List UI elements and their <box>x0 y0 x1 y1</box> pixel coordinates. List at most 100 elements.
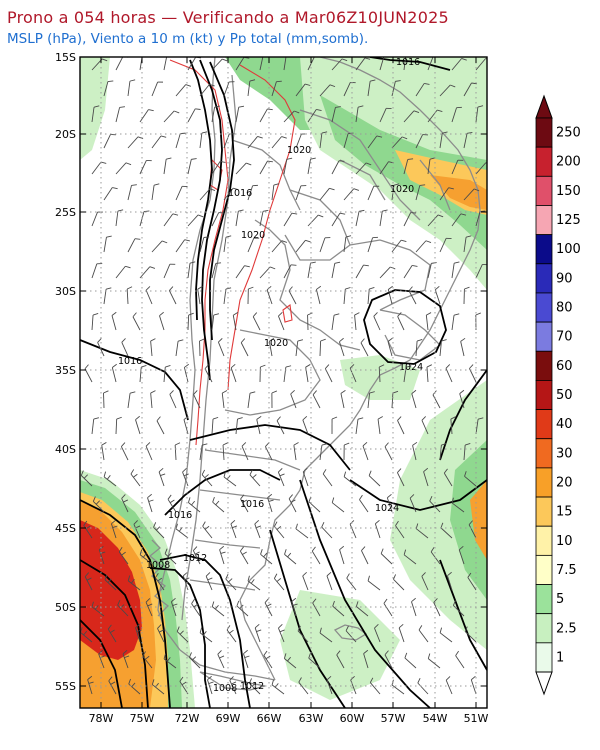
wind-barb <box>346 573 357 591</box>
graticule <box>80 57 487 708</box>
wind-barb <box>415 240 432 253</box>
wind-barb <box>298 677 309 695</box>
wind-barb <box>175 239 190 253</box>
lon-label: 69W <box>216 712 241 725</box>
wind-barb <box>421 416 429 435</box>
wind-barb <box>247 184 258 201</box>
wind-barb <box>122 649 130 669</box>
wind-barb <box>235 265 250 279</box>
wind-barb <box>239 546 249 565</box>
wind-barb <box>451 159 464 175</box>
wind-barb <box>331 106 341 123</box>
isobar-1024-east-ring <box>363 289 447 365</box>
wind-barb <box>135 623 142 643</box>
wind-barb <box>412 441 418 461</box>
wind-barb <box>193 390 201 409</box>
wind-barb <box>339 545 345 565</box>
wind-barb <box>421 572 429 591</box>
wind-barb <box>343 442 350 461</box>
wind-barb <box>235 105 245 123</box>
wind-barb <box>451 106 462 123</box>
wind-barb <box>379 209 388 227</box>
wind-barb <box>103 471 117 487</box>
wind-barb <box>187 214 204 227</box>
wind-barb <box>368 470 381 487</box>
border-brazil-states <box>299 109 451 221</box>
wind-barb <box>111 363 117 383</box>
wind-barb <box>241 442 249 461</box>
colorbar-label: 80 <box>556 301 573 316</box>
precip-area-southeast-ocean <box>390 380 487 650</box>
lon-label: 66W <box>257 712 282 725</box>
isobar-southwest-1 <box>80 499 171 708</box>
wind-barb <box>291 597 298 617</box>
wind-barb <box>163 263 176 279</box>
wind-barb <box>145 598 153 617</box>
wind-barb <box>425 312 432 331</box>
lat-label: 40S <box>55 443 76 456</box>
wind-barb <box>259 108 273 123</box>
wind-barb <box>153 522 165 539</box>
wind-barb <box>283 653 297 669</box>
colorbar-label: 60 <box>556 359 573 374</box>
wind-barb <box>199 338 205 357</box>
wind-barb <box>391 390 399 409</box>
isobar-label: 1016 <box>240 499 264 510</box>
wind-barb <box>249 678 261 695</box>
wind-barbs <box>80 57 487 695</box>
wind-barb <box>199 131 208 149</box>
wind-barb <box>367 185 380 201</box>
wind-barb <box>271 679 285 695</box>
wind-barb <box>259 57 264 71</box>
wind-barb <box>103 134 116 149</box>
isobar-label: 1016 <box>118 356 142 367</box>
wind-barb <box>271 136 287 149</box>
wind-barb <box>331 160 345 175</box>
colorbar-label: 90 <box>556 271 573 286</box>
lat-label: 45S <box>55 522 76 535</box>
wind-barb <box>354 312 360 331</box>
wind-barb <box>451 58 467 71</box>
wind-barb <box>467 572 477 591</box>
wind-barb <box>336 650 345 669</box>
wind-barb <box>91 601 105 617</box>
precip-area-south-atlantic <box>280 590 400 700</box>
wind-barb <box>307 312 313 331</box>
wind-barb <box>451 261 460 279</box>
colorbar-label: 7.5 <box>556 563 577 578</box>
wind-barb <box>360 338 369 357</box>
wind-barb <box>207 675 214 695</box>
wind-barb <box>151 135 167 149</box>
lon-label: 63W <box>299 712 324 725</box>
wind-barb <box>84 364 93 383</box>
wind-barb <box>223 235 232 253</box>
isobar-label: 1020 <box>264 338 288 349</box>
colorbar-label: 10 <box>556 534 573 549</box>
colorbar-label: 40 <box>556 417 573 432</box>
wind-barb <box>80 627 93 643</box>
wind-barb <box>397 416 405 435</box>
wind-barb <box>175 339 184 357</box>
isobar-labels: 1016 1020 1020 1016 1020 1020 1016 1024 … <box>118 57 423 694</box>
wind-barb <box>230 363 237 383</box>
isobar-1012 <box>159 554 251 708</box>
wind-barb <box>418 625 429 643</box>
wind-barb <box>259 209 269 227</box>
wind-barb <box>377 416 383 435</box>
wind-barb <box>374 519 381 539</box>
colorbar-label: 1 <box>556 650 564 665</box>
wind-barb <box>139 266 156 279</box>
wind-barb <box>355 417 364 435</box>
wind-barb <box>312 390 321 409</box>
colorbar-swatch <box>535 175 553 206</box>
wind-barb <box>367 575 381 591</box>
colorbar-swatch <box>535 321 553 352</box>
wind-barb <box>247 575 261 591</box>
wind-barb <box>295 185 307 201</box>
wind-barb <box>319 443 328 461</box>
wind-barb <box>379 107 392 123</box>
wind-barb <box>315 285 322 305</box>
wind-barb <box>463 235 472 253</box>
wind-barb <box>101 442 107 461</box>
wind-barb <box>191 598 201 617</box>
